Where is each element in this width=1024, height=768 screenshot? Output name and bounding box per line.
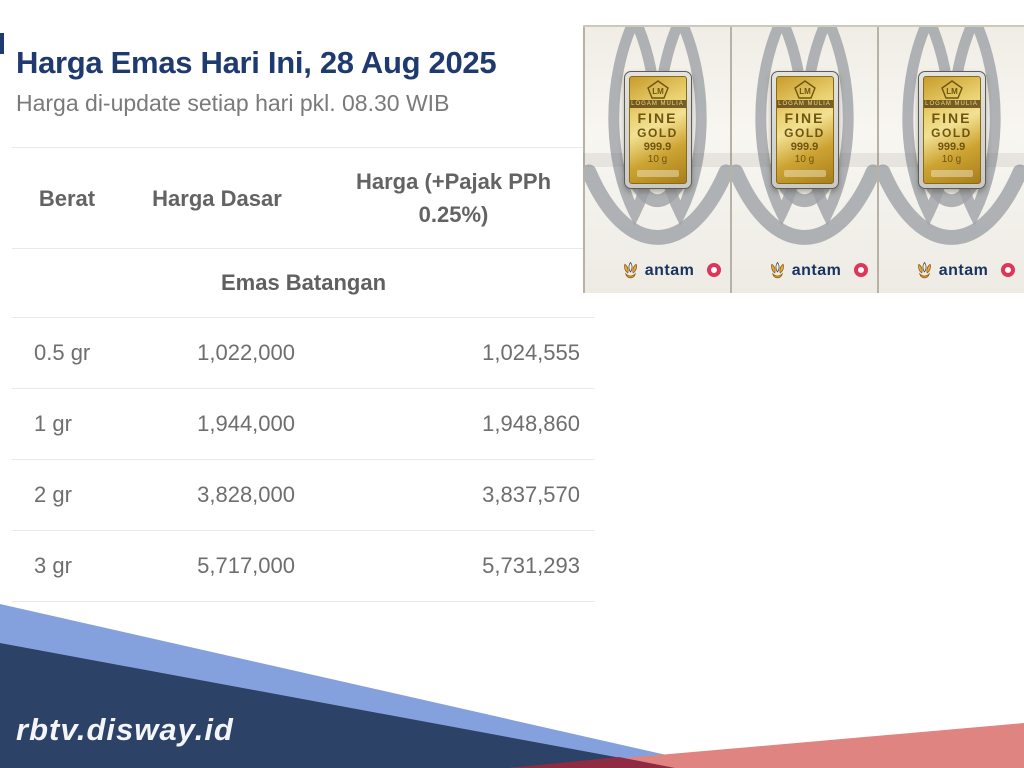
cell-harga-pajak: 1,948,860: [482, 411, 580, 436]
purity-label: 999.9: [643, 141, 672, 153]
gold-bar: LM LOGAM MULIA FINE GOLD 999.9 10 g: [770, 71, 839, 189]
serial-strip: [930, 170, 973, 177]
cell-berat: 0.5 gr: [34, 340, 91, 365]
table-row: 3 gr 5,717,000 5,731,293: [12, 531, 595, 602]
table-header-row: Berat Harga Dasar Harga (+Pajak PPh 0.25…: [12, 148, 595, 249]
cert-mark-icon: [707, 263, 721, 277]
cell-harga-pajak: 1,024,555: [482, 340, 580, 365]
antam-brand-row: antam: [732, 261, 877, 281]
svg-text:LM: LM: [946, 87, 958, 96]
cell-harga-dasar: 5,717,000: [197, 553, 295, 578]
gold-bar-face: LM LOGAM MULIA FINE GOLD 999.9 10 g: [775, 76, 834, 184]
weight-label: 10 g: [794, 154, 815, 165]
logam-mulia-label: LOGAM MULIA: [629, 100, 686, 108]
cell-harga-pajak: 5,731,293: [482, 553, 580, 578]
svg-text:LM: LM: [652, 87, 664, 96]
antam-wordmark: antam: [644, 262, 695, 279]
lm-pentagon-icon: LM: [940, 80, 963, 99]
table-header-harga-pajak: Harga (+Pajak PPh 0.25%): [355, 169, 552, 227]
antam-logo-icon: [770, 261, 784, 279]
weight-label: 10 g: [941, 154, 962, 165]
cell-berat: 2 gr: [34, 482, 72, 507]
gold-bar-card: LM LOGAM MULIA FINE GOLD 999.9 10 g: [583, 27, 730, 293]
gold-label: GOLD: [931, 126, 972, 140]
cell-harga-dasar: 1,944,000: [197, 411, 295, 436]
left-edge-artifact: [0, 33, 4, 54]
gold-bar-card: LM LOGAM MULIA FINE GOLD 999.9 10 g: [877, 27, 1024, 293]
table-header-berat: Berat: [38, 185, 96, 211]
table-row: 0.5 gr 1,022,000 1,024,555: [12, 318, 595, 389]
cell-harga-dasar: 3,828,000: [197, 482, 295, 507]
purity-label: 999.9: [790, 141, 819, 153]
section-label: Emas Batangan: [220, 270, 387, 295]
table-row: 1 gr 1,944,000 1,948,860: [12, 389, 595, 460]
gold-label: GOLD: [637, 126, 678, 140]
cert-mark-icon: [1001, 263, 1015, 277]
antam-logo-icon: [623, 261, 637, 279]
watermark-site-name: rbtv.disway.id: [16, 712, 234, 747]
gold-bars-photo: LM LOGAM MULIA FINE GOLD 999.9 10 g: [583, 25, 1024, 293]
fine-label: FINE: [637, 110, 678, 126]
serial-strip: [783, 170, 826, 177]
cell-harga-pajak: 3,837,570: [482, 482, 580, 507]
lm-pentagon-icon: LM: [793, 80, 816, 99]
serial-strip: [636, 170, 679, 177]
antam-logo-icon: [917, 261, 931, 279]
antam-wordmark: antam: [791, 262, 842, 279]
cell-berat: 1 gr: [34, 411, 72, 436]
fine-label: FINE: [931, 110, 972, 126]
table-section-row: Emas Batangan: [12, 249, 595, 318]
cell-harga-dasar: 1,022,000: [197, 340, 295, 365]
weight-label: 10 g: [647, 154, 668, 165]
purity-label: 999.9: [937, 141, 966, 153]
gold-bar-face: LM LOGAM MULIA FINE GOLD 999.9 10 g: [628, 76, 687, 184]
lm-pentagon-icon: LM: [646, 80, 669, 99]
fine-label: FINE: [784, 110, 825, 126]
logam-mulia-label: LOGAM MULIA: [776, 100, 833, 108]
gold-bar: LM LOGAM MULIA FINE GOLD 999.9 10 g: [917, 71, 986, 189]
page-subtitle: Harga di-update setiap hari pkl. 08.30 W…: [16, 90, 450, 116]
logam-mulia-label: LOGAM MULIA: [923, 100, 980, 108]
gold-price-table: Berat Harga Dasar Harga (+Pajak PPh 0.25…: [12, 147, 595, 602]
antam-wordmark: antam: [938, 262, 989, 279]
gold-bar-card: LM LOGAM MULIA FINE GOLD 999.9 10 g: [730, 27, 877, 293]
gold-bar: LM LOGAM MULIA FINE GOLD 999.9 10 g: [623, 71, 692, 189]
antam-brand-row: antam: [879, 261, 1024, 281]
page-title: Harga Emas Hari Ini, 28 Aug 2025: [16, 44, 497, 80]
gold-bar-face: LM LOGAM MULIA FINE GOLD 999.9 10 g: [922, 76, 981, 184]
table-row: 2 gr 3,828,000 3,837,570: [12, 460, 595, 531]
table-header-harga-dasar: Harga Dasar: [152, 185, 282, 211]
antam-brand-row: antam: [585, 261, 730, 281]
cert-mark-icon: [854, 263, 868, 277]
gold-label: GOLD: [784, 126, 825, 140]
cell-berat: 3 gr: [34, 553, 72, 578]
svg-text:LM: LM: [799, 87, 811, 96]
